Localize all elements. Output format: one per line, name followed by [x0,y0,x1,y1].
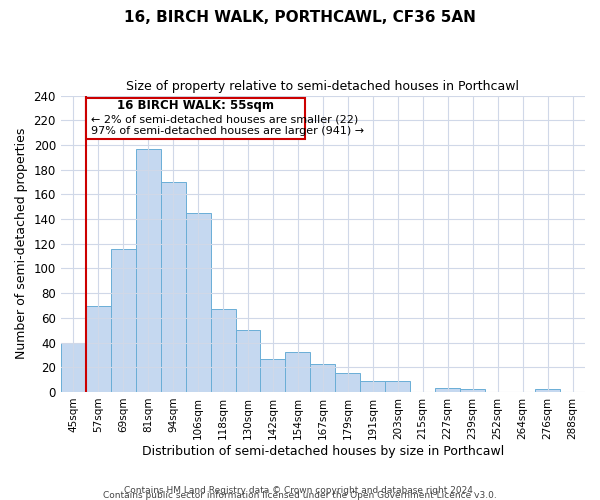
Text: ← 2% of semi-detached houses are smaller (22): ← 2% of semi-detached houses are smaller… [91,114,358,124]
Text: Contains HM Land Registry data © Crown copyright and database right 2024.: Contains HM Land Registry data © Crown c… [124,486,476,495]
X-axis label: Distribution of semi-detached houses by size in Porthcawl: Distribution of semi-detached houses by … [142,444,504,458]
Bar [86,306,111,392]
Text: 16 BIRCH WALK: 55sqm: 16 BIRCH WALK: 55sqm [117,99,274,112]
Bar [286,352,310,392]
Bar [61,342,86,392]
Bar [111,248,136,392]
Bar [535,390,560,392]
Title: Size of property relative to semi-detached houses in Porthcawl: Size of property relative to semi-detach… [127,80,520,93]
Bar [385,381,410,392]
Bar [185,213,211,392]
Bar [211,309,236,392]
Text: Contains public sector information licensed under the Open Government Licence v3: Contains public sector information licen… [103,491,497,500]
FancyBboxPatch shape [86,98,305,139]
Bar [361,381,385,392]
Bar [161,182,185,392]
Bar [310,364,335,392]
Bar [460,390,485,392]
Bar [236,330,260,392]
Bar [136,148,161,392]
Text: 97% of semi-detached houses are larger (941) →: 97% of semi-detached houses are larger (… [91,126,364,136]
Bar [335,374,361,392]
Bar [260,358,286,392]
Text: 16, BIRCH WALK, PORTHCAWL, CF36 5AN: 16, BIRCH WALK, PORTHCAWL, CF36 5AN [124,10,476,25]
Y-axis label: Number of semi-detached properties: Number of semi-detached properties [15,128,28,360]
Bar [435,388,460,392]
